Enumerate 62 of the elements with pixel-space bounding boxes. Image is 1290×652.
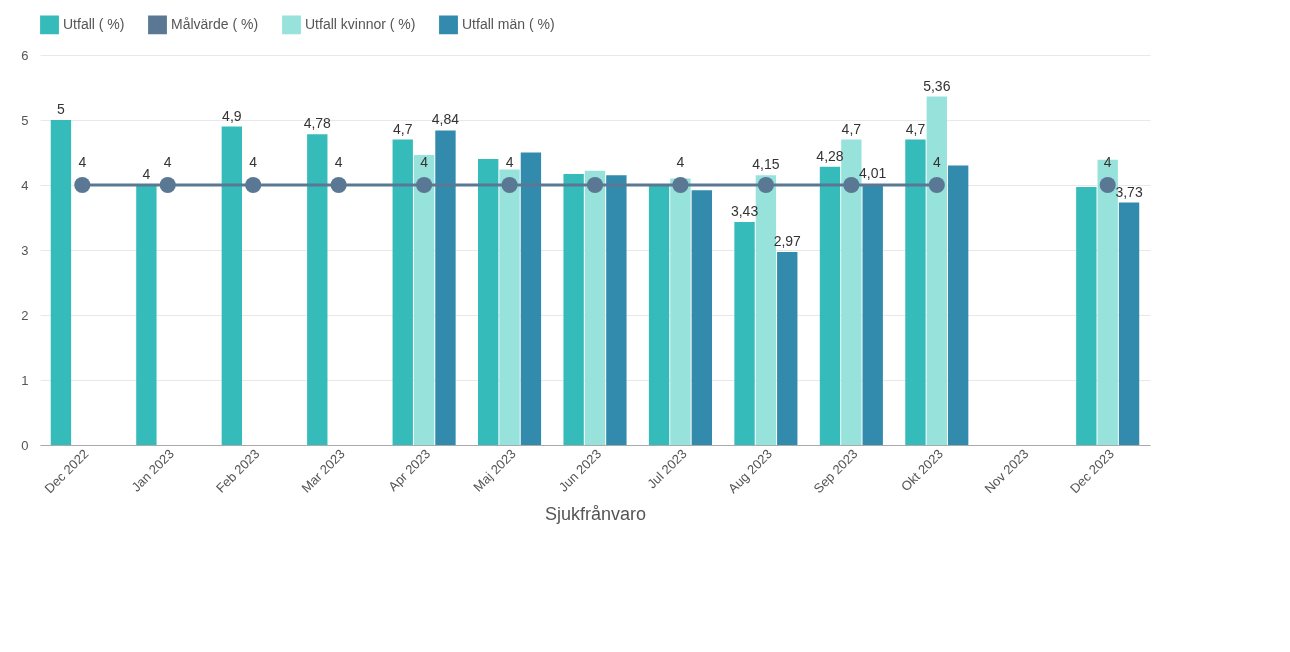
data-label: 4,01 (859, 165, 887, 182)
bar (947, 165, 969, 445)
data-label: 4 (334, 154, 343, 170)
bar (435, 130, 456, 445)
data-label: 4 (505, 154, 514, 170)
bar (1076, 186, 1097, 445)
legend-label: Utfall män ( %) (462, 15, 555, 32)
legend-label: Utfall kvinnor ( %) (305, 15, 416, 32)
y-tick-label: 3 (21, 242, 29, 258)
bar (50, 120, 72, 445)
bar (520, 152, 542, 445)
data-label: 5 (57, 101, 66, 117)
legend-label: Utfall ( %) (63, 15, 125, 32)
bar (1097, 159, 1118, 445)
bar (307, 134, 328, 445)
legend-label: Målvärde ( %) (171, 15, 259, 32)
data-label: 4,28 (816, 147, 844, 164)
data-label: 3,43 (730, 203, 759, 220)
y-tick-label: 0 (21, 437, 29, 453)
data-label: 2,97 (773, 232, 802, 249)
data-label: 4 (78, 154, 87, 170)
bar (606, 175, 627, 445)
data-label: 4 (420, 154, 429, 170)
bar (136, 185, 157, 445)
data-label: 4 (676, 154, 685, 170)
bar (691, 190, 712, 445)
bar (1118, 202, 1140, 445)
data-label: 5,36 (923, 77, 951, 94)
data-label: 4,7 (393, 120, 413, 137)
data-label: 4,7 (841, 120, 862, 137)
bar (221, 126, 243, 445)
data-label: 4 (932, 154, 941, 170)
bar (862, 184, 883, 445)
bar (905, 139, 926, 445)
data-label: 4,78 (303, 115, 332, 132)
bar (413, 155, 435, 445)
y-tick-label: 2 (21, 307, 29, 323)
bar (670, 178, 691, 445)
y-tick-label: 5 (21, 112, 29, 128)
bar (734, 222, 755, 445)
data-label: 4,15 (752, 156, 780, 173)
bar (648, 185, 670, 445)
data-label: 4 (163, 154, 172, 170)
bar (926, 96, 947, 445)
bar (584, 170, 606, 445)
bar (478, 159, 499, 445)
bar (819, 166, 841, 445)
data-label: 4 (249, 154, 258, 170)
data-label: 4,7 (905, 120, 926, 137)
data-label: 4 (1103, 154, 1112, 170)
y-tick-label: 1 (21, 372, 29, 388)
data-label: 4 (142, 166, 151, 182)
bar (777, 251, 798, 445)
bar (392, 139, 413, 445)
bar (499, 169, 520, 445)
data-label: 4,9 (222, 107, 242, 124)
y-tick-label: 6 (21, 47, 29, 63)
data-label: 3,73 (1115, 183, 1143, 200)
bar (563, 173, 584, 445)
y-tick-label: 4 (21, 177, 29, 193)
data-label: 4,84 (431, 111, 460, 128)
x-axis-title: Sjukfrånvaro (544, 504, 647, 525)
